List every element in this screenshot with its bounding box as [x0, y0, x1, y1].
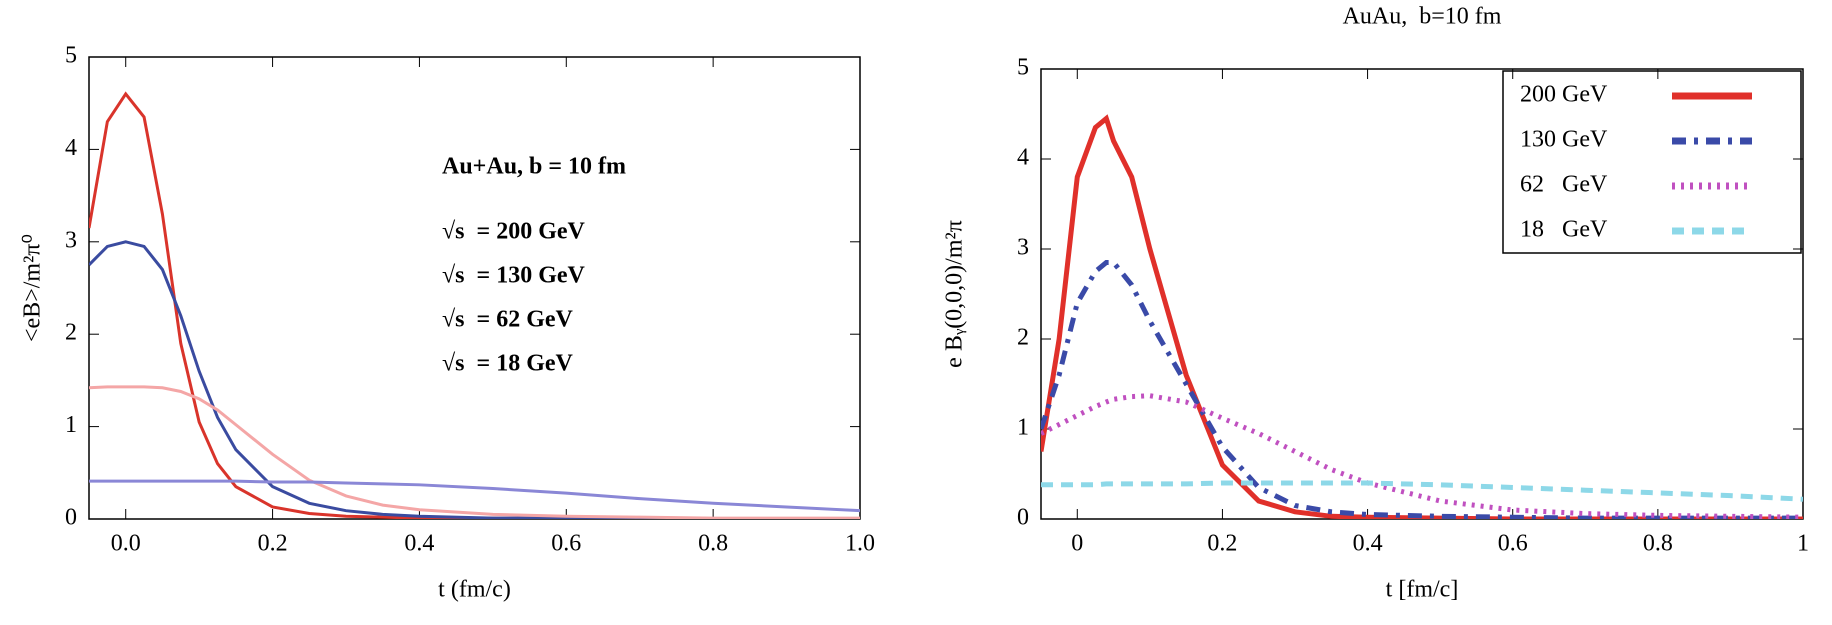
legend-label: √s = 200 GeV — [442, 219, 586, 245]
y-tick-label: 4 — [1017, 145, 1029, 171]
x-tick-label: 0.8 — [698, 531, 728, 557]
legend-label: 18 GeV — [1520, 217, 1608, 243]
x-tick-label: 0.2 — [258, 531, 288, 557]
x-tick-label: 1.0 — [845, 531, 875, 557]
y-tick-label: 2 — [1017, 325, 1029, 351]
series-line — [1041, 480, 1803, 502]
legend-label: 200 GeV — [1520, 82, 1608, 108]
x-tick-label: 0.4 — [404, 531, 434, 557]
x-tick-label: 0.0 — [111, 531, 141, 557]
legend-box — [1502, 70, 1802, 254]
x-tick-label: 0.4 — [1353, 531, 1383, 557]
legend-label: √s = 62 GeV — [442, 307, 574, 333]
x-tick-label: 0.6 — [551, 531, 581, 557]
chart-title: AuAu, b=10 fm — [1343, 4, 1502, 30]
series-line — [89, 385, 860, 519]
y-tick-label: 0 — [1017, 505, 1029, 531]
series-line — [89, 240, 860, 519]
y-tick-label: 2 — [65, 320, 77, 346]
y-tick-label: 5 — [65, 43, 77, 69]
x-tick-label: 0.2 — [1207, 531, 1237, 557]
y-tick-label: 0 — [65, 505, 77, 531]
series-line — [1041, 260, 1803, 519]
plot-frame — [1040, 68, 1804, 520]
series-line — [1041, 114, 1803, 519]
x-axis-label: t [fm/c] — [1386, 577, 1459, 603]
x-tick-label: 0.8 — [1643, 531, 1673, 557]
y-tick-label: 4 — [65, 135, 77, 161]
legend-label: √s = 130 GeV — [442, 263, 586, 289]
annotation: Au+Au, b = 10 fm — [442, 154, 626, 180]
y-tick-label: 1 — [1017, 415, 1029, 441]
y-tick-label: 3 — [65, 227, 77, 253]
x-tick-label: 0 — [1071, 531, 1083, 557]
series-line — [89, 479, 860, 513]
y-tick-label: 3 — [1017, 235, 1029, 261]
series-line — [1041, 393, 1803, 519]
legend-label: 62 GeV — [1520, 172, 1608, 198]
x-axis-label: t (fm/c) — [438, 577, 511, 603]
y-tick-label: 1 — [65, 412, 77, 438]
series-line — [89, 91, 860, 519]
y-axis-label: <eB>/m²π⁰ — [20, 234, 46, 342]
y-axis-label: e Bᵧ(0,0,0)/m²π — [942, 220, 968, 368]
legend-label: √s = 18 GeV — [442, 351, 574, 377]
x-tick-label: 0.6 — [1498, 531, 1528, 557]
legend-label: 130 GeV — [1520, 127, 1608, 153]
x-tick-label: 1 — [1797, 531, 1809, 557]
y-tick-label: 5 — [1017, 55, 1029, 81]
